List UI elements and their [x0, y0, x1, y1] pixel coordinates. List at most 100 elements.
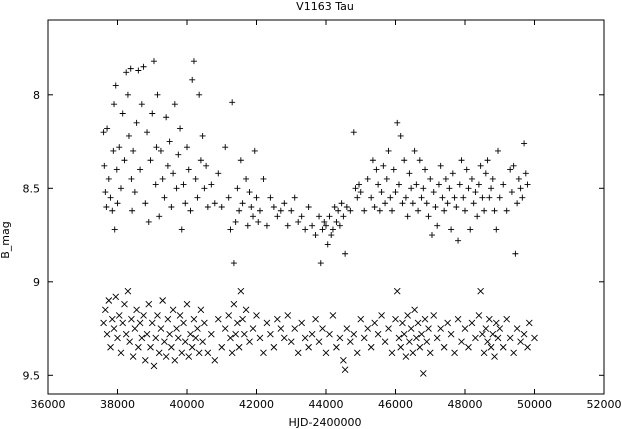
y-tick-label: 9: [33, 276, 40, 289]
data-point-plus: [385, 147, 392, 154]
data-point-plus: [333, 218, 340, 225]
x-tick-label: 52000: [587, 398, 622, 411]
data-point-plus: [288, 207, 295, 214]
data-point-plus: [517, 185, 524, 192]
data-point-plus: [387, 194, 394, 201]
data-point-cross: [155, 349, 163, 357]
data-point-cross: [447, 330, 455, 338]
data-point-plus: [124, 91, 131, 98]
data-point-cross: [426, 349, 434, 357]
data-point-plus: [324, 241, 331, 248]
data-point-cross: [367, 343, 375, 351]
data-point-cross: [239, 315, 246, 323]
data-point-cross: [168, 343, 175, 351]
data-point-cross: [135, 343, 142, 351]
data-point-plus: [218, 204, 225, 210]
data-point-cross: [185, 353, 193, 360]
data-point-cross: [425, 325, 432, 332]
data-point-cross: [103, 330, 111, 338]
data-point-cross: [484, 338, 491, 345]
data-point-cross: [187, 330, 194, 338]
data-point-cross: [263, 319, 271, 327]
data-point-cross: [112, 293, 120, 301]
data-point-cross: [162, 353, 170, 360]
data-point-plus: [149, 110, 156, 117]
data-point-cross: [237, 287, 245, 295]
data-point-plus: [434, 222, 441, 229]
data-point-plus: [117, 185, 124, 192]
data-point-cross: [400, 330, 408, 338]
data-point-cross: [531, 334, 538, 342]
data-point-plus: [475, 181, 482, 188]
data-point-plus: [239, 200, 246, 207]
data-point-plus: [112, 82, 119, 89]
data-point-cross: [404, 312, 411, 319]
data-point-cross: [465, 343, 472, 351]
data-point-cross: [159, 297, 166, 304]
data-point-plus: [491, 207, 498, 214]
data-point-plus: [430, 189, 437, 196]
data-point-cross: [124, 287, 132, 295]
data-point-cross: [234, 319, 241, 327]
data-point-plus: [109, 207, 116, 214]
data-point-cross: [319, 325, 326, 332]
data-point-plus: [222, 144, 229, 151]
x-tick-label: 36000: [31, 398, 66, 411]
data-point-cross: [249, 325, 257, 332]
data-point-plus: [453, 204, 460, 210]
data-point-cross: [371, 319, 378, 327]
data-point-cross: [341, 366, 349, 374]
data-point-plus: [326, 213, 333, 220]
data-point-cross: [227, 334, 234, 342]
data-point-cross: [242, 306, 250, 314]
data-point-plus: [423, 200, 430, 207]
data-point-plus: [470, 200, 477, 207]
data-point-plus: [102, 189, 109, 196]
data-point-cross: [357, 315, 365, 323]
data-point-cross: [122, 330, 130, 338]
data-point-plus: [316, 213, 323, 220]
data-point-cross: [235, 343, 243, 351]
data-point-cross: [102, 306, 109, 314]
data-point-plus: [199, 132, 206, 139]
x-axis-label: HJD-2400000: [289, 416, 362, 429]
data-point-plus: [380, 162, 387, 169]
data-point-cross: [147, 343, 154, 351]
data-point-cross: [126, 338, 133, 345]
data-point-plus: [277, 207, 284, 214]
data-point-plus: [462, 207, 468, 214]
data-point-plus: [103, 204, 110, 210]
data-point-plus: [116, 144, 123, 151]
data-point-cross: [225, 312, 233, 319]
data-point-cross: [169, 306, 177, 314]
data-point-plus: [336, 222, 343, 229]
data-point-plus: [321, 218, 328, 225]
data-point-cross: [253, 312, 260, 319]
data-point-cross: [173, 325, 180, 332]
x-tick-label: 50000: [517, 398, 552, 411]
data-point-plus: [420, 185, 427, 192]
data-point-plus: [510, 162, 517, 169]
data-point-cross: [418, 330, 425, 338]
data-point-plus: [479, 194, 486, 201]
data-point-plus: [130, 147, 137, 154]
data-point-plus: [390, 166, 397, 173]
data-point-plus: [373, 166, 380, 173]
data-point-cross: [221, 325, 229, 332]
data-point-plus: [392, 189, 399, 196]
data-point-plus: [121, 157, 128, 164]
data-point-cross: [388, 349, 396, 357]
data-point-plus: [189, 76, 196, 83]
data-point-plus: [465, 185, 472, 192]
data-point-plus: [352, 185, 359, 192]
data-point-cross: [128, 315, 135, 323]
data-point-cross: [503, 315, 511, 323]
x-tick-label: 42000: [239, 398, 274, 411]
data-point-plus: [378, 189, 385, 196]
data-point-cross: [458, 338, 465, 345]
data-point-plus: [197, 157, 204, 164]
data-point-plus: [215, 170, 222, 177]
data-point-plus: [164, 162, 171, 169]
data-point-plus: [133, 119, 140, 126]
